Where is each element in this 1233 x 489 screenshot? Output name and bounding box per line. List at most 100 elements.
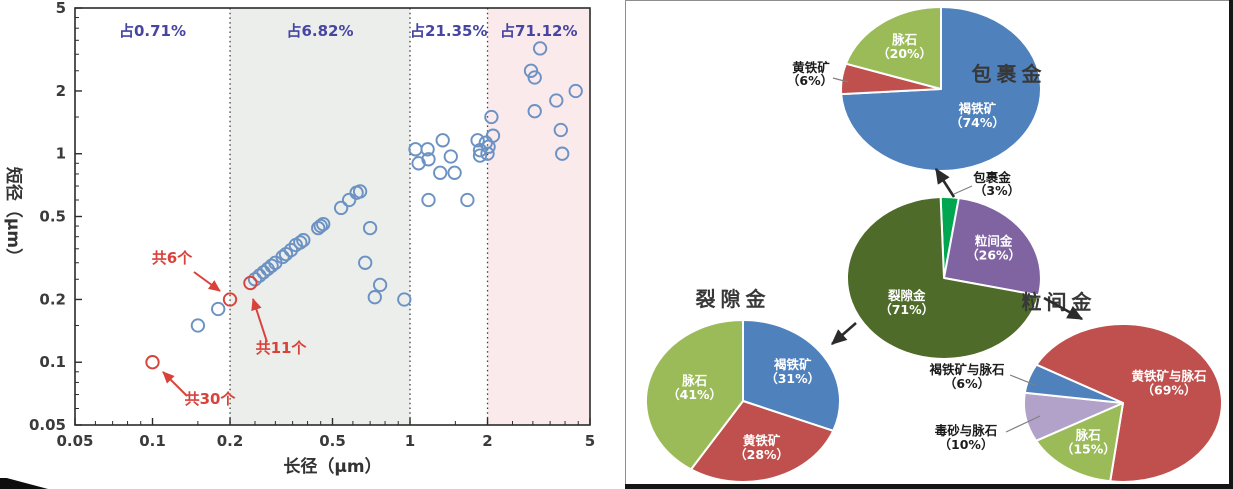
pie-label-leader-line: [953, 185, 973, 195]
pie-link-arrow: [1043, 296, 1084, 321]
highlighted-point: [222, 292, 238, 307]
gold-grain-point: [527, 104, 542, 119]
pie-outside-label: （3%）: [974, 183, 1020, 198]
pie-label-leader-line: [1009, 374, 1036, 386]
pie-slice-percent-label: （31%）: [765, 371, 820, 386]
gold-grain-point: [433, 165, 448, 180]
gold-grain-point: [421, 192, 436, 208]
gold-grain-point: [372, 277, 388, 293]
zone-percentage-label: 占0.71%: [119, 22, 186, 40]
pie-fissure-gold-slice-1: [690, 400, 835, 484]
count-annotation-label: 共11个: [256, 339, 308, 357]
pie-fissure-gold-slice-0: [742, 319, 841, 432]
pie-slice-percent-label: （15%）: [1061, 441, 1116, 456]
zone-band: [487, 8, 590, 425]
pie-slice-name-label: 黄铁矿与脉石: [1131, 369, 1206, 384]
x-tick-label: 5: [585, 432, 595, 450]
count-annotation-arrow: [193, 271, 221, 292]
zone-band: [230, 8, 411, 425]
gold-grain-point: [362, 220, 378, 236]
gold-occurrence-pie-panel: 褐铁矿 （74%） 黄铁矿 （6%） 脉石 （20%） 包裹金 （3%） 粒间金 （26%） 裂隙金…: [625, 0, 1231, 486]
gold-grain-point: [523, 63, 539, 78]
gold-grain-point: [421, 152, 436, 167]
pie-fissure-gold-slice-2: [644, 319, 744, 471]
pie-outside-label: 黄铁矿: [792, 60, 830, 75]
pie-gold-occurrence-slice-1: [943, 197, 1042, 297]
pie-outside-label: （10%）: [939, 437, 994, 452]
gold-grain-point: [435, 133, 450, 148]
x-tick-label: 1: [405, 432, 415, 450]
count-annotation-arrow: [251, 298, 268, 343]
gold-grain-point: [352, 184, 368, 199]
y-tick-label: 1: [56, 145, 66, 163]
y-tick-label: 0.5: [39, 208, 66, 226]
gold-grain-point: [358, 255, 373, 270]
pie-intergranular-gold-slice-1: [1035, 402, 1124, 483]
gold-grain-point: [316, 216, 331, 232]
gold-grain-point: [264, 258, 279, 273]
gold-grain-point: [211, 301, 226, 317]
pie-slice-percent-label: （28%）: [734, 447, 789, 462]
pie-intergranular-gold-slice-3: [1023, 363, 1124, 404]
grain-size-scatter-panel: 0.05 0.05 0.1 0.1 0.2 0.2 0.5 0.5 1 1 2 2 5 5 占0.71% 占6…: [3, 0, 596, 477]
x-axis-title: 长径（μm）: [283, 457, 382, 477]
gold-grain-point: [470, 133, 485, 148]
pie-slice-percent-label: （41%）: [667, 387, 722, 402]
pie-intergranular-gold-slice-0: [1035, 322, 1223, 483]
y-tick-label: 0.2: [39, 290, 66, 308]
x-tick-label: 0.05: [56, 432, 93, 450]
pie-slice-name-label: 脉石: [1075, 427, 1101, 442]
pie-outside-label: 褐铁矿与脉石: [928, 362, 1004, 377]
pie-link-arrow: [831, 322, 857, 345]
gold-grain-point: [408, 142, 423, 157]
pie-outside-label: （6%）: [944, 376, 990, 391]
pie-group-title: 包裹金: [972, 62, 1047, 86]
scan-artifact-bottom-edge: [625, 484, 1233, 489]
pie-encapsulated-gold-slice-2: [844, 6, 942, 90]
pie-slice-name-label: 黄铁矿: [743, 433, 781, 448]
count-annotation-arrow: [162, 371, 188, 397]
y-tick-label: 5: [56, 0, 66, 17]
count-annotation-label: 共30个: [185, 390, 237, 408]
gold-grain-point: [397, 292, 412, 307]
pie-outside-label: 包裹金: [972, 170, 1011, 185]
gold-grain-point: [527, 70, 542, 85]
gold-grain-point: [480, 146, 495, 161]
gold-grain-point: [443, 149, 458, 164]
x-tick-label: 2: [482, 432, 492, 450]
gold-grain-point: [367, 290, 382, 305]
gold-grain-point: [296, 233, 311, 248]
gold-grain-point: [420, 142, 435, 157]
highlighted-point: [145, 355, 160, 370]
y-axis-title: 短径（μm）: [3, 166, 23, 266]
gold-grain-point: [484, 109, 499, 125]
gold-grain-point: [247, 272, 263, 287]
pie-slice-percent-label: （20%）: [877, 46, 932, 61]
scan-artifact-corner-mark: [0, 478, 48, 489]
pie-outside-label: （6%）: [787, 73, 833, 88]
pie-group-title: 裂隙金: [696, 287, 771, 311]
gold-grain-point: [485, 128, 501, 143]
gold-grain-point: [472, 148, 488, 163]
gold-grain-point: [293, 235, 308, 250]
gold-grain-point: [549, 93, 564, 108]
zone-percentage-label: 占71.12%: [500, 22, 577, 40]
pie-slice-percent-label: （71%）: [879, 302, 934, 317]
pie-slice-name-label: 脉石: [891, 32, 917, 47]
gold-grain-point: [555, 146, 570, 161]
gold-grain-point: [447, 165, 462, 180]
gold-grain-point: [568, 83, 583, 99]
pie-slice-percent-label: （69%）: [1142, 383, 1197, 398]
pie-slice-name-label: 裂隙金: [887, 288, 926, 303]
pie-group-title: 粒间金: [1022, 290, 1097, 314]
gold-grain-point: [532, 41, 548, 56]
gold-grain-point: [460, 192, 475, 208]
y-tick-label: 0.05: [29, 416, 66, 434]
pie-slice-name-label: 粒间金: [975, 234, 1013, 249]
zone-percentage-label: 占21.35%: [410, 22, 487, 40]
pie-slice-percent-label: （74%）: [950, 115, 1005, 130]
zone-percentage-label: 占6.82%: [286, 22, 353, 40]
gold-occurrence-pie-charts: 褐铁矿（74%）黄铁矿（6%）脉石（20%）包裹金（3%）粒间金（26%）裂隙金…: [644, 6, 1223, 484]
gold-grain-point: [190, 318, 206, 333]
gold-grain-point: [341, 192, 357, 208]
